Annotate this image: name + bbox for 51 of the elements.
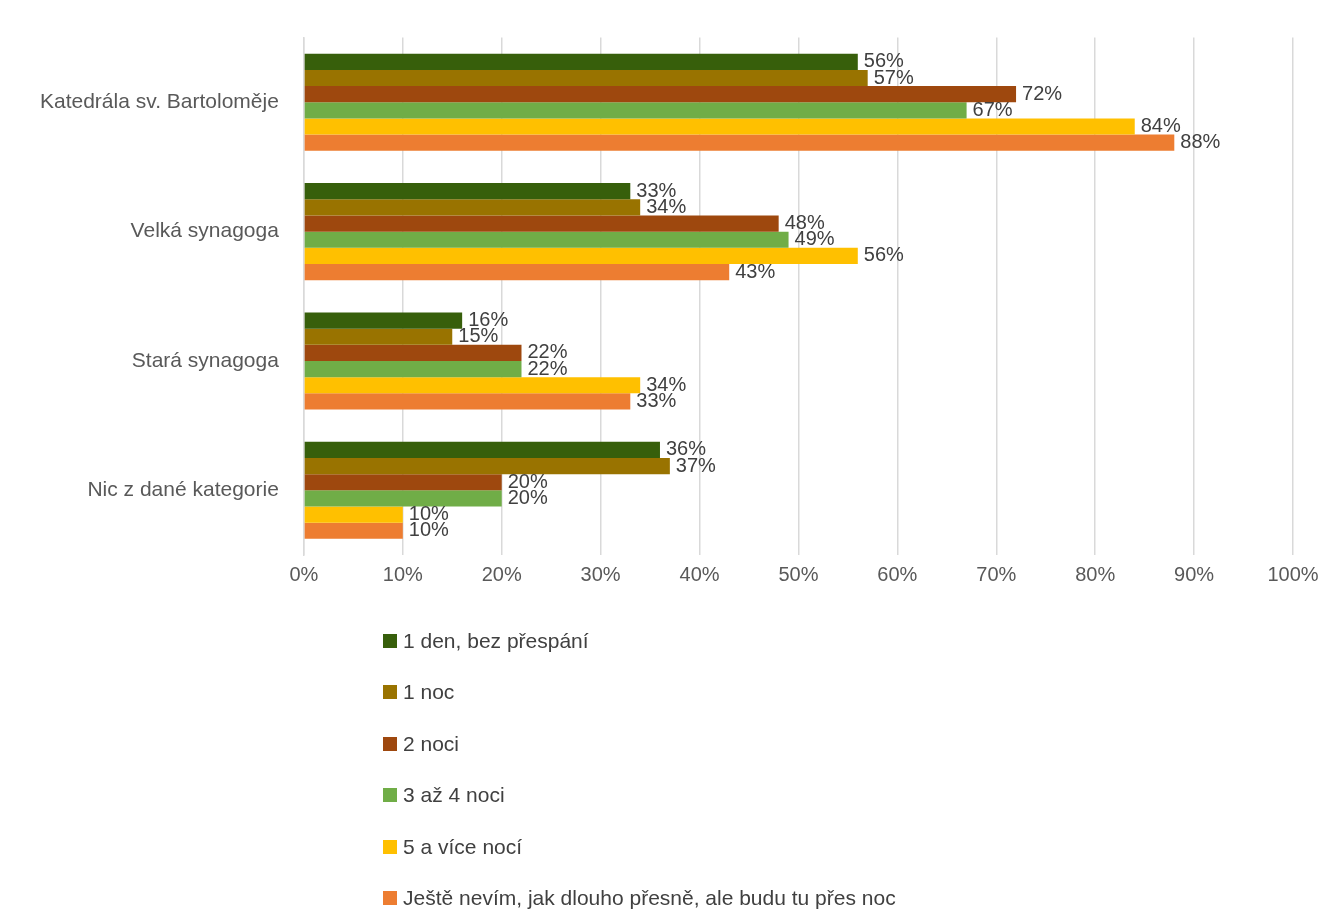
bar xyxy=(304,490,502,507)
bar xyxy=(304,183,631,200)
y-tick-label: Velká synagoga xyxy=(130,218,280,242)
bar xyxy=(304,199,641,216)
x-tick-label: 80% xyxy=(1075,562,1116,585)
bar xyxy=(304,377,641,394)
x-tick-label: 20% xyxy=(481,562,522,585)
bar xyxy=(304,231,789,248)
bar xyxy=(304,457,670,475)
bar xyxy=(304,360,522,378)
x-tick-label: 60% xyxy=(877,562,918,585)
legend-label: 1 den, bez přespání xyxy=(403,628,589,653)
bar xyxy=(304,247,858,264)
bar xyxy=(304,344,522,361)
legend-label: 2 noci xyxy=(403,731,460,756)
x-tick-label: 10% xyxy=(382,562,424,585)
bar xyxy=(304,53,858,70)
y-tick-label: Katedrála sv. Bartoloměje xyxy=(39,89,279,113)
bar xyxy=(304,506,403,523)
data-label: 72% xyxy=(1022,81,1063,104)
x-tick-label: 70% xyxy=(976,562,1017,585)
bar xyxy=(304,393,631,410)
x-tick-label: 0% xyxy=(289,562,319,585)
data-label: 84% xyxy=(1140,114,1181,137)
data-label: 67% xyxy=(972,97,1013,120)
bar xyxy=(304,312,463,329)
bar xyxy=(304,118,1135,135)
x-tick-label: 90% xyxy=(1174,562,1215,585)
y-tick-label: Nic z dané kategorie xyxy=(87,477,279,501)
bar xyxy=(304,69,868,87)
y-tick-label: Stará synagoga xyxy=(131,347,280,371)
x-tick-label: 50% xyxy=(778,562,819,585)
bar xyxy=(304,522,403,539)
x-tick-label: 30% xyxy=(580,562,621,585)
bar xyxy=(304,215,779,232)
bar xyxy=(304,328,453,345)
data-label: 56% xyxy=(863,243,905,266)
x-tick-label: 40% xyxy=(679,562,720,585)
bar xyxy=(304,474,502,491)
legend-label: 3 až 4 noci xyxy=(403,783,505,808)
x-tick-label: 100% xyxy=(1267,562,1319,585)
bar xyxy=(304,134,1175,151)
data-label: 43% xyxy=(735,259,776,282)
bar xyxy=(304,86,1017,103)
bar xyxy=(304,102,967,119)
legend-label: 1 noc xyxy=(403,680,455,705)
legend-label: Ještě nevím, jak dlouho přesně, ale budu tu přes noc xyxy=(403,886,896,911)
data-label: 88% xyxy=(1180,130,1221,153)
legend-label: 5 a více nocí xyxy=(403,834,523,859)
bar xyxy=(304,263,730,281)
bar xyxy=(304,441,660,458)
